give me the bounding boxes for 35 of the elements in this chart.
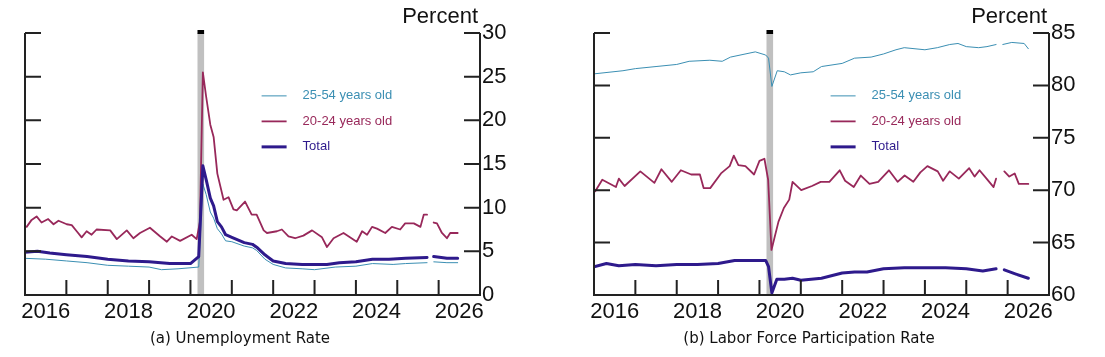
legend-label: Total: [871, 138, 900, 154]
x-tick-label: 2016: [21, 298, 71, 324]
legend-label: 20-24 years old: [871, 112, 962, 128]
text: (b) Labor Force Participation Rate: [682, 329, 936, 347]
y-tick-label: 85: [1051, 19, 1076, 45]
y-tick-label: 15: [482, 150, 507, 176]
x-tick-label: 2026: [1003, 298, 1053, 324]
legend-label: Total: [302, 138, 331, 154]
legend-label: 25-54 years old: [302, 87, 393, 103]
x-tick-label: 2018: [103, 298, 153, 324]
y-tick-label: 5: [482, 237, 495, 263]
text: (a) Unemployment Rate: [148, 329, 332, 347]
x-tick-label: 2022: [838, 298, 888, 324]
y-tick-label: 60: [1051, 281, 1076, 307]
x-tick-label: 2020: [186, 298, 236, 324]
x-tick-label: 2018: [672, 298, 722, 324]
legend-label: 20-24 years old: [302, 112, 393, 128]
y-tick-label: 10: [482, 193, 507, 219]
x-tick-label: 2016: [590, 298, 640, 324]
y-tick-label: 30: [482, 19, 507, 45]
x-tick-label: 2022: [269, 298, 319, 324]
legend-label: 25-54 years old: [871, 87, 962, 103]
y-tick-label: 75: [1051, 123, 1076, 149]
x-tick-label: 2024: [921, 298, 971, 324]
y-tick-label: 65: [1051, 228, 1076, 254]
x-tick-label: 2024: [352, 298, 402, 324]
y-tick-label: 80: [1051, 71, 1076, 97]
y-axis-title: Percent: [402, 3, 478, 29]
y-tick-label: 70: [1051, 176, 1076, 202]
y-tick-label: 0: [482, 281, 495, 307]
x-tick-label: 2026: [434, 298, 484, 324]
y-axis-title: Percent: [971, 3, 1047, 29]
y-tick-label: 25: [482, 62, 507, 88]
x-tick-label: 2020: [755, 298, 805, 324]
y-tick-label: 20: [482, 106, 507, 132]
